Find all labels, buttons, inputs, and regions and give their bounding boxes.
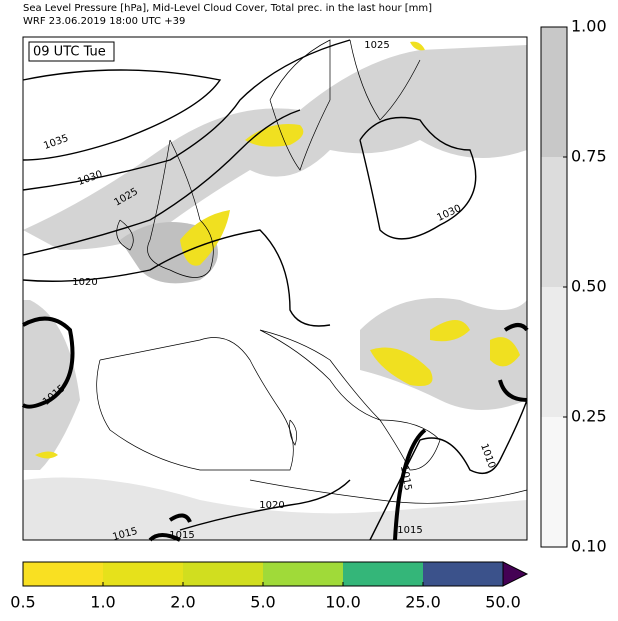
contour-label: 1020 xyxy=(259,500,284,511)
colorbars: 0.10 0.25 0.50 0.75 1.00 0.5 1.0 2.0 5.0 10.0 25.0… xyxy=(10,17,606,612)
precipitation xyxy=(35,41,520,459)
tick-label: 0.10 xyxy=(571,537,607,556)
tick-label: 10.0 xyxy=(325,593,361,612)
time-label-box xyxy=(28,41,115,62)
contour-label: 1020 xyxy=(72,277,97,288)
tick-label: 1.0 xyxy=(90,593,115,612)
colorbar-segment xyxy=(423,562,503,586)
colorbar-segment xyxy=(541,287,567,417)
tick-label: 0.5 xyxy=(10,593,35,612)
contour-label: 1015 xyxy=(397,525,422,536)
contour-label: 1025 xyxy=(364,40,389,51)
cloud-cover xyxy=(23,45,527,540)
contour-label: 1015 xyxy=(169,530,194,541)
map-frame xyxy=(22,36,528,541)
colorbar-segment xyxy=(541,417,567,547)
tick-label: 1.00 xyxy=(571,17,607,36)
tick-label: 5.0 xyxy=(250,593,275,612)
coastlines xyxy=(96,39,528,504)
tick-label: 0.50 xyxy=(571,277,607,296)
tick-label: 50.0 xyxy=(485,593,521,612)
tick-label: 2.0 xyxy=(170,593,195,612)
map: 1025 1035 1030 1025 1020 1030 1015 1015 … xyxy=(21,36,529,543)
contour-label: 1015 xyxy=(398,465,413,492)
tick-label: 25.0 xyxy=(405,593,441,612)
title-line: Sea Level Pressure [hPa], Mid-Level Clou… xyxy=(23,3,432,14)
colorbar-segment xyxy=(343,562,423,586)
colorbar-segment xyxy=(23,562,103,586)
colorbar-segment xyxy=(541,157,567,287)
title-line: WRF 23.06.2019 18:00 UTC +39 xyxy=(23,16,185,27)
colorbar-segment xyxy=(103,562,183,586)
colorbar-segment xyxy=(263,562,343,586)
colorbar-extension xyxy=(502,561,529,587)
tick-label: 0.75 xyxy=(571,147,607,166)
isobars-1015 xyxy=(21,316,529,542)
isobars xyxy=(22,39,528,541)
colorbar-segment xyxy=(183,562,263,586)
colorbar-segment xyxy=(541,27,567,157)
tick-label: 0.25 xyxy=(571,407,607,426)
time-label: 09 UTC Tue xyxy=(33,45,106,60)
